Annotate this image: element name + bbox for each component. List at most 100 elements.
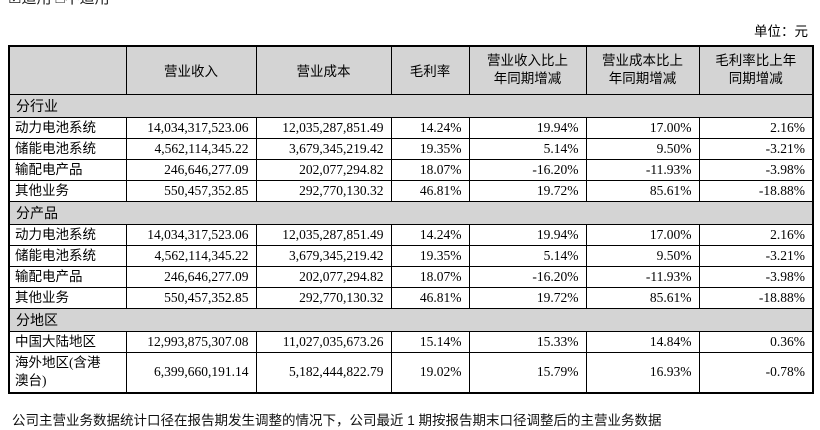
cell-cost-yoy: 16.93% [585,351,700,394]
table-row: 动力电池系统 14,034,317,523.06 12,035,287,851.… [8,223,814,246]
unit-label: 单位：元 [754,24,808,39]
cell-revenue-yoy: 5.14% [468,244,587,267]
cell-cost: 12,035,287,851.49 [255,223,392,246]
cell-revenue-yoy: 5.14% [468,137,587,160]
row-label-text: 输配电产品 [15,268,83,284]
header-margin-yoy: 毛利率比上年同期增减 [698,45,814,95]
table-row: 动力电池系统 14,034,317,523.06 12,035,287,851.… [8,116,814,139]
section-row-by-industry: 分行业 [8,93,814,118]
header-revenue: 营业收入 [125,45,257,95]
cell-cost-yoy: 17.00% [585,116,700,139]
table-row: 中国大陆地区 12,993,875,307.08 11,027,035,673.… [8,330,814,353]
cell-revenue: 6,399,660,191.14 [125,351,257,394]
row-label-text: 输配电产品 [15,161,83,177]
table-row: 其他业务 550,457,352.85 292,770,130.32 46.81… [8,286,814,309]
cell-cost: 11,027,035,673.26 [255,330,392,353]
table-row: 其他业务 550,457,352.85 292,770,130.32 46.81… [8,179,814,202]
cell-revenue-yoy: 19.72% [468,179,587,202]
cell-margin-yoy: -0.78% [698,351,814,394]
cell-cost-yoy: 85.61% [585,179,700,202]
section-row-by-product: 分产品 [8,200,814,225]
table-row: 海外地区(含港澳台) 6,399,660,191.14 5,182,444,82… [8,351,814,394]
header-revenue-yoy-text: 营业收入比上年同期增减 [487,53,568,87]
cell-cost: 5,182,444,822.79 [255,351,392,394]
cell-margin-yoy: -18.88% [698,286,814,309]
cell-cost-yoy: 85.61% [585,286,700,309]
cell-margin-yoy: 0.36% [698,330,814,353]
cell-revenue: 4,562,114,345.22 [125,244,257,267]
cell-margin-yoy: -3.21% [698,244,814,267]
cell-margin-yoy: -3.98% [698,158,814,181]
cell-cost: 12,035,287,851.49 [255,116,392,139]
row-label-text: 其他业务 [15,289,69,305]
cell-cost-yoy: 9.50% [585,244,700,267]
row-label: 中国大陆地区 [8,330,127,353]
cell-revenue: 550,457,352.85 [125,286,257,309]
table-row: 储能电池系统 4,562,114,345.22 3,679,345,219.42… [8,244,814,267]
cell-cost: 202,077,294.82 [255,265,392,288]
cell-gross-margin: 18.07% [390,265,470,288]
cell-cost: 292,770,130.32 [255,286,392,309]
row-label: 储能电池系统 [8,137,127,160]
row-label: 其他业务 [8,179,127,202]
table-row: 输配电产品 246,646,277.09 202,077,294.82 18.0… [8,265,814,288]
row-label-text: 海外地区(含港澳台) [15,355,101,389]
cell-revenue-yoy: 19.94% [468,116,587,139]
top-note-clip: ☑适用 □不适用 [8,0,308,8]
cell-gross-margin: 46.81% [390,179,470,202]
cell-margin-yoy: 2.16% [698,116,814,139]
cell-revenue: 4,562,114,345.22 [125,137,257,160]
section-label: 分行业 [8,93,814,118]
table-row: 储能电池系统 4,562,114,345.22 3,679,345,219.42… [8,137,814,160]
section-label: 分地区 [8,307,814,332]
cell-margin-yoy: 2.16% [698,223,814,246]
cell-gross-margin: 19.35% [390,137,470,160]
header-gross-margin: 毛利率 [390,45,470,95]
cell-gross-margin: 46.81% [390,286,470,309]
row-label: 输配电产品 [8,265,127,288]
header-cost-yoy-text: 营业成本比上年同期增减 [602,53,683,87]
main-business-table: 营业收入 营业成本 毛利率 营业收入比上年同期增减 营业成本比上年同期增减 毛利… [8,45,814,394]
cell-margin-yoy: -3.98% [698,265,814,288]
cell-revenue-yoy: 15.33% [468,330,587,353]
cell-gross-margin: 19.02% [390,351,470,394]
row-label-text: 中国大陆地区 [15,333,96,349]
cell-revenue: 246,646,277.09 [125,265,257,288]
cell-revenue: 12,993,875,307.08 [125,330,257,353]
cell-cost-yoy: -11.93% [585,265,700,288]
cell-cost: 292,770,130.32 [255,179,392,202]
row-label-text: 动力电池系统 [15,119,96,135]
cell-cost-yoy: 9.50% [585,137,700,160]
row-label: 动力电池系统 [8,223,127,246]
cell-revenue-yoy: 15.79% [468,351,587,394]
table-row: 输配电产品 246,646,277.09 202,077,294.82 18.0… [8,158,814,181]
cell-gross-margin: 14.24% [390,223,470,246]
header-cost-yoy: 营业成本比上年同期增减 [585,45,700,95]
cell-cost-yoy: -11.93% [585,158,700,181]
applicability-note: ☑适用 □不适用 [8,0,308,7]
cell-revenue-yoy: -16.20% [468,265,587,288]
cell-gross-margin: 19.35% [390,244,470,267]
footer-note: 公司主营业务数据统计口径在报告期发生调整的情况下，公司最近 1 期按报告期末口径… [12,413,662,428]
header-empty [8,45,127,95]
cell-revenue-yoy: 19.94% [468,223,587,246]
cell-cost: 3,679,345,219.42 [255,137,392,160]
row-label-text: 其他业务 [15,182,69,198]
section-label: 分产品 [8,200,814,225]
row-label-text: 储能电池系统 [15,140,96,156]
cell-margin-yoy: -18.88% [698,179,814,202]
cell-revenue: 246,646,277.09 [125,158,257,181]
cell-revenue: 550,457,352.85 [125,179,257,202]
row-label-text: 储能电池系统 [15,247,96,263]
row-label: 输配电产品 [8,158,127,181]
cell-revenue: 14,034,317,523.06 [125,116,257,139]
cell-revenue: 14,034,317,523.06 [125,223,257,246]
cell-cost-yoy: 17.00% [585,223,700,246]
section-row-by-region: 分地区 [8,307,814,332]
row-label: 动力电池系统 [8,116,127,139]
cell-cost: 3,679,345,219.42 [255,244,392,267]
cell-revenue-yoy: -16.20% [468,158,587,181]
row-label: 储能电池系统 [8,244,127,267]
cell-gross-margin: 15.14% [390,330,470,353]
row-label: 其他业务 [8,286,127,309]
